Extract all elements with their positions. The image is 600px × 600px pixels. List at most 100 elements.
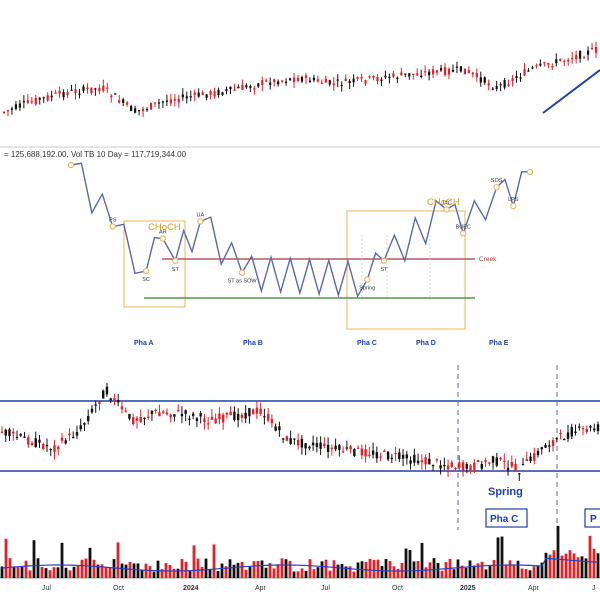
volume-bar [132, 563, 136, 578]
volume-bar [564, 553, 568, 578]
price-candle [120, 400, 124, 414]
top-candle [50, 90, 53, 102]
price-candle [308, 445, 311, 451]
price-candle [263, 408, 266, 425]
volume-bar [292, 571, 296, 578]
volume-bar [264, 567, 268, 578]
top-candle [141, 106, 145, 118]
price-candle [117, 393, 120, 407]
top-candle [225, 86, 228, 95]
price-candle [491, 455, 495, 470]
top-candle [523, 63, 526, 77]
volume-bar [260, 560, 264, 578]
volume-bar [208, 569, 212, 578]
x-tick-oct-2023: Oct [113, 585, 124, 592]
top-candle-panel [2, 41, 600, 118]
phase-c-label: Pha C [357, 340, 377, 347]
volume-bar [276, 564, 280, 578]
price-candle [161, 409, 165, 415]
volume-bar [128, 561, 132, 578]
price-candle [548, 440, 551, 453]
price-candle [236, 408, 240, 428]
volume-bar [324, 559, 328, 578]
price-candle [15, 430, 19, 440]
price-candle [424, 454, 427, 470]
volume-bar [464, 567, 468, 578]
x-tick-2024: 2024 [183, 585, 199, 592]
price-candle [131, 413, 135, 426]
price-candle [42, 442, 45, 451]
volume-bar [196, 558, 200, 578]
price-candle [536, 448, 540, 458]
volume-bar [76, 565, 80, 578]
price-candle [12, 428, 15, 441]
price-candle [4, 428, 7, 443]
top-candle [201, 90, 204, 96]
top-candle [459, 66, 463, 73]
phase-c-box [485, 508, 528, 528]
price-candle [439, 460, 442, 475]
volume-bar [588, 535, 592, 578]
top-candle [292, 72, 296, 89]
volume-bar [232, 564, 236, 578]
volume-bar [88, 547, 92, 578]
volume-bar [580, 556, 584, 578]
choch-label-2: CHoCH [427, 197, 460, 208]
top-candle [439, 64, 443, 72]
volume-bar [252, 561, 256, 578]
price-candle [188, 415, 191, 426]
price-candle [416, 453, 420, 466]
choch-label-1: CHoCH [148, 222, 181, 233]
top-candle [495, 80, 498, 92]
price-candle [270, 414, 274, 428]
volume-bar [96, 564, 100, 578]
top-candle [539, 59, 542, 67]
top-candle [265, 78, 268, 83]
top-candle [58, 86, 61, 98]
top-candle [110, 94, 113, 103]
price-candle [454, 467, 457, 472]
volume-bar [596, 553, 600, 578]
top-candle [26, 94, 29, 105]
price-candle [102, 389, 105, 399]
price-candle [259, 402, 262, 417]
top-candle [575, 50, 578, 64]
price-candle [90, 405, 94, 414]
price-candle [244, 405, 247, 424]
price-candle [98, 401, 101, 411]
volume-bar [104, 567, 108, 578]
top-candle [22, 95, 25, 109]
volume-bar [56, 567, 60, 578]
top-candle [153, 102, 157, 108]
volume-bar [340, 563, 344, 578]
top-candle [157, 99, 161, 109]
top-candle [400, 67, 403, 76]
top-candle [408, 73, 411, 80]
volume-bar [376, 559, 380, 578]
price-candle [368, 447, 371, 458]
schematic-point-label: UA [197, 212, 205, 218]
top-candle [94, 87, 97, 96]
price-candle [64, 438, 67, 445]
price-candle [555, 437, 558, 443]
volume-bar [4, 538, 8, 578]
price-candle [27, 434, 30, 448]
price-candle [428, 452, 431, 465]
volume-bar [300, 568, 304, 578]
top-candle [312, 74, 316, 83]
price-candle [124, 407, 127, 413]
price-candle [360, 444, 364, 460]
schematic-point [197, 218, 204, 225]
top-candle [54, 89, 57, 94]
volume-bar [460, 565, 464, 578]
price-candle [0, 426, 4, 434]
top-candle [479, 71, 482, 87]
top-candle [281, 79, 284, 84]
top-candle [455, 61, 459, 74]
price-candle [218, 407, 221, 425]
volume-moving-average [1, 557, 599, 572]
top-candle [300, 75, 304, 84]
price-candle [390, 453, 394, 463]
phase-b-label: Pha B [243, 340, 263, 347]
